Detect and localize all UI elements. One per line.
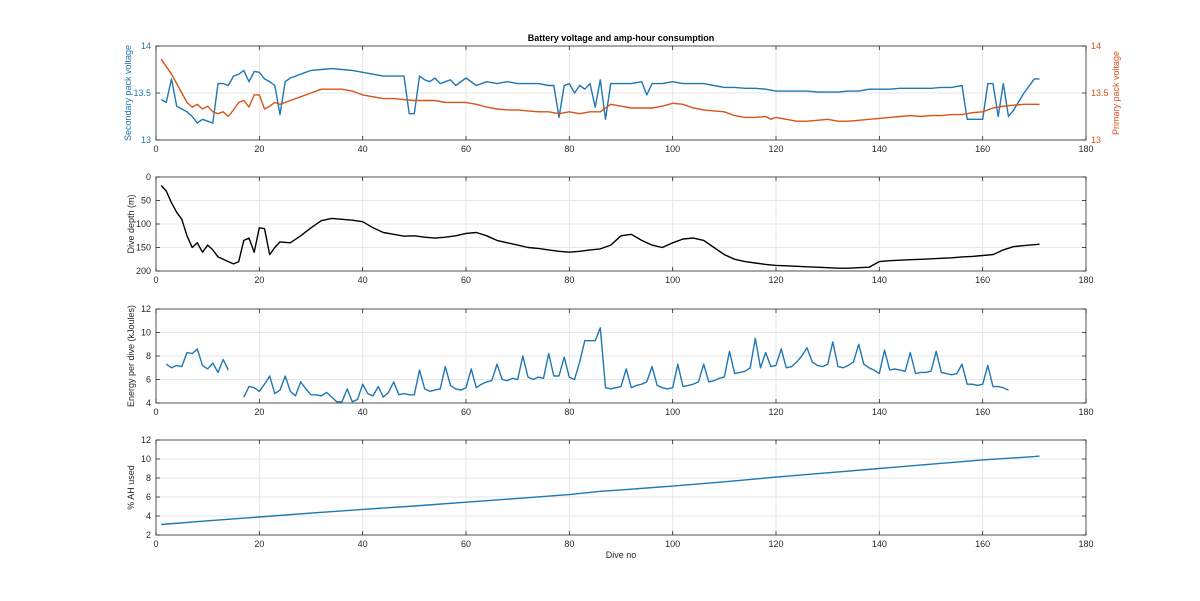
series-line-depth-0 <box>160 185 1040 269</box>
subplot-ah-ticks: 0 20 40 60 80 100 120 140 160 180 2 4 6 8 10 12 <box>141 435 1094 549</box>
y-tick-label: 6 <box>146 492 151 502</box>
y-tick-label: 0 <box>146 172 151 182</box>
x-tick-label: 140 <box>872 275 887 285</box>
x-tick-label: 40 <box>358 275 368 285</box>
series-line-energy-1 <box>243 327 1009 403</box>
x-tick-label: 0 <box>153 275 158 285</box>
x-tick-label: 20 <box>254 539 264 549</box>
energy-axis-label: Energy per dive (kJoules) <box>126 305 136 407</box>
subplot-ah-series <box>161 455 1040 526</box>
y-tick-label: 10 <box>141 328 151 338</box>
series-line-energy-0 <box>165 348 229 374</box>
y-tick-label: 10 <box>141 454 151 464</box>
x-tick-label: 180 <box>1078 275 1093 285</box>
y-right-tick-label: 14 <box>1091 41 1101 51</box>
subplot-ah: 0 20 40 60 80 100 120 140 160 180 2 4 6 8 10 12 % AH us… <box>126 435 1094 549</box>
x-tick-label: 80 <box>564 275 574 285</box>
x-tick-label: 180 <box>1078 144 1093 154</box>
subplot-ah-frame <box>155 439 1087 536</box>
x-tick-label: 60 <box>461 144 471 154</box>
x-tick-label: 100 <box>665 539 680 549</box>
x-tick-label: 140 <box>872 407 887 417</box>
figure-title: Battery voltage and amp-hour consumption <box>528 33 715 43</box>
x-tick-label: 120 <box>768 144 783 154</box>
subplot-energy-grid <box>156 309 1086 403</box>
y-tick-label: 14 <box>141 41 151 51</box>
series-line-ah-0 <box>161 455 1040 526</box>
x-tick-label: 80 <box>564 407 574 417</box>
y-tick-label: 2 <box>146 530 151 540</box>
subplot-energy-series <box>165 327 1009 403</box>
x-tick-label: 0 <box>153 144 158 154</box>
depth-axis-label: Dive depth (m) <box>126 194 136 253</box>
x-tick-label: 120 <box>768 539 783 549</box>
x-tick-label: 180 <box>1078 407 1093 417</box>
series-line-voltage-1 <box>160 58 1040 122</box>
y-tick-label: 12 <box>141 435 151 445</box>
y-tick-label: 13 <box>141 135 151 145</box>
y-tick-label: 200 <box>136 266 151 276</box>
series-line-voltage-0 <box>160 67 1040 124</box>
x-tick-label: 40 <box>358 144 368 154</box>
x-tick-label: 160 <box>975 407 990 417</box>
y-right-tick-label: 13 <box>1091 135 1101 145</box>
x-tick-label: 0 <box>153 539 158 549</box>
x-tick-label: 160 <box>975 275 990 285</box>
subplot-voltage-series <box>160 58 1040 124</box>
ah-axis-label: % AH used <box>126 465 136 510</box>
x-tick-label: 20 <box>254 407 264 417</box>
y-right-tick-label: 13.5 <box>1091 88 1109 98</box>
x-tick-label: 100 <box>665 144 680 154</box>
x-tick-label: 40 <box>358 539 368 549</box>
secondary-voltage-axis-label: Secondary pack voltage <box>123 45 133 141</box>
subplot-ah-grid <box>156 440 1086 535</box>
subplot-depth: 0 20 40 60 80 100 120 140 160 180 0 50 100 150 200 Div… <box>126 172 1094 285</box>
x-tick-label: 100 <box>665 275 680 285</box>
y-tick-label: 4 <box>146 511 151 521</box>
primary-voltage-axis-label: Primary pack voltage <box>1111 51 1121 135</box>
subplot-depth-ticks: 0 20 40 60 80 100 120 140 160 180 0 50 100 150 200 <box>136 172 1094 285</box>
x-tick-label: 20 <box>254 275 264 285</box>
x-tick-label: 120 <box>768 407 783 417</box>
x-tick-label: 80 <box>564 144 574 154</box>
x-tick-label: 100 <box>665 407 680 417</box>
y-tick-label: 12 <box>141 304 151 314</box>
x-tick-label: 60 <box>461 539 471 549</box>
x-axis-label: Dive no <box>606 550 637 560</box>
y-tick-label: 50 <box>141 196 151 206</box>
x-tick-label: 120 <box>768 275 783 285</box>
x-tick-label: 180 <box>1078 539 1093 549</box>
x-tick-label: 60 <box>461 275 471 285</box>
y-tick-label: 6 <box>146 375 151 385</box>
subplot-voltage: 0 20 40 60 80 100 120 140 160 1801313.5141313.514… <box>123 41 1121 154</box>
subplot-depth-grid <box>156 177 1086 271</box>
x-tick-label: 40 <box>358 407 368 417</box>
x-tick-label: 160 <box>975 539 990 549</box>
y-tick-label: 150 <box>136 243 151 253</box>
y-tick-label: 8 <box>146 473 151 483</box>
x-tick-label: 140 <box>872 539 887 549</box>
x-tick-label: 80 <box>564 539 574 549</box>
x-tick-label: 0 <box>153 407 158 417</box>
y-tick-label: 100 <box>136 219 151 229</box>
subplot-energy: 0 20 40 60 80 100 120 140 160 180 4 6 8 10 12 Energy p… <box>126 304 1094 417</box>
y-tick-label: 13.5 <box>133 88 151 98</box>
subplot-depth-series <box>160 185 1040 269</box>
x-tick-label: 60 <box>461 407 471 417</box>
x-tick-label: 140 <box>872 144 887 154</box>
y-tick-label: 4 <box>146 398 151 408</box>
x-tick-label: 160 <box>975 144 990 154</box>
subplot-energy-ticks: 0 20 40 60 80 100 120 140 160 180 4 6 8 10 12 <box>141 304 1094 417</box>
y-tick-label: 8 <box>146 351 151 361</box>
x-tick-label: 20 <box>254 144 264 154</box>
